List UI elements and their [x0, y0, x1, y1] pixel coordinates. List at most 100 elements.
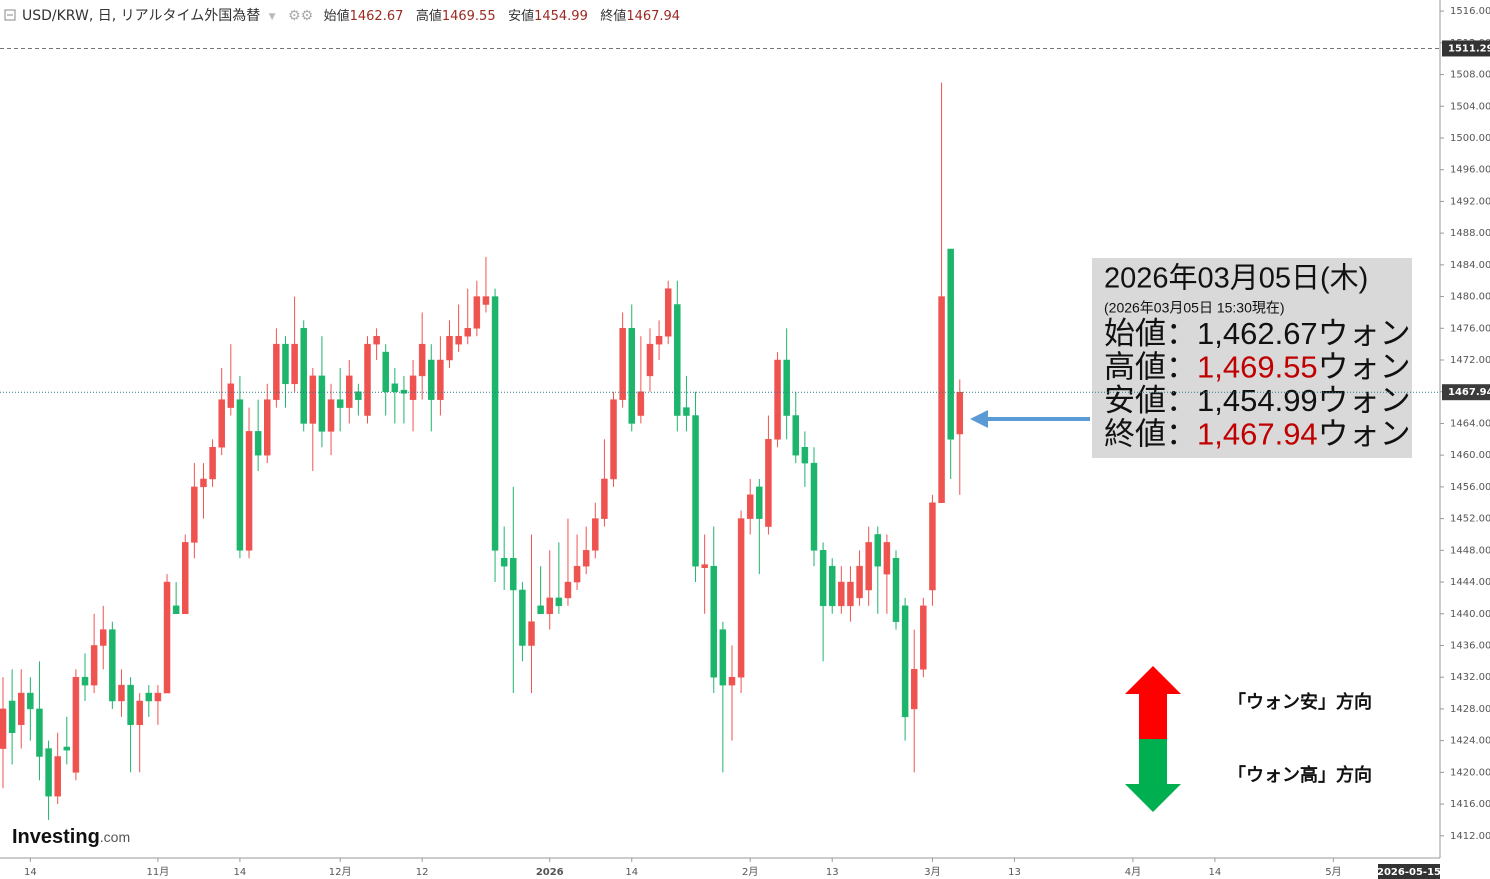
candle-body	[409, 375, 417, 400]
candle-body	[892, 558, 900, 622]
candle-body	[746, 494, 754, 519]
candle-body	[136, 700, 143, 726]
logo: Investing.com	[12, 826, 130, 848]
pointer-arrow-head	[970, 410, 988, 428]
candle-body	[546, 597, 553, 615]
info-row-label: 高値：	[1104, 350, 1197, 385]
ref-label-box	[1442, 40, 1490, 57]
candle-body	[264, 399, 271, 456]
candle-body	[191, 486, 198, 543]
candle-body	[938, 296, 945, 503]
x-tick-label: 2月	[742, 866, 758, 878]
x-tick-label: 14	[1209, 867, 1222, 878]
candle-body	[510, 558, 517, 591]
candle-body	[464, 328, 471, 337]
x-tick-label: 14	[625, 867, 638, 878]
info-box	[1092, 258, 1412, 458]
candle-body	[364, 343, 371, 416]
candle-body	[227, 383, 235, 408]
ohlc-label: 高値	[416, 8, 442, 24]
candle-body	[273, 343, 280, 400]
candle-body	[27, 692, 34, 710]
candle-body	[327, 399, 335, 432]
info-row-value: 1,454.99	[1197, 383, 1318, 418]
candle-body	[728, 676, 736, 686]
candle-body	[455, 335, 462, 345]
candle-body	[437, 359, 444, 400]
y-tick-label: 1464.00	[1450, 418, 1490, 429]
candle-body	[637, 391, 645, 416]
y-tick-label: 1416.00	[1450, 799, 1490, 810]
candle-body	[236, 399, 244, 551]
up-arrow	[1125, 666, 1181, 739]
candle-body	[17, 692, 25, 726]
candle-body	[674, 304, 681, 416]
candle-body	[564, 581, 572, 599]
candle-body	[72, 676, 80, 773]
info-date: 2026年03月05日(木)	[1104, 262, 1368, 295]
info-row-unit: ウォン	[1318, 417, 1411, 452]
candle-body	[382, 351, 389, 392]
candle-body	[619, 328, 626, 400]
dropdown-icon[interactable]: ▼	[269, 12, 276, 22]
candle-body	[182, 542, 189, 615]
info-row-value: 1,467.94	[1197, 417, 1318, 452]
y-tick-label: 1488.00	[1450, 228, 1490, 239]
candle-body	[774, 359, 781, 440]
ohlc-value: 1467.94	[626, 9, 680, 24]
candle-body	[646, 343, 654, 377]
y-tick-label: 1440.00	[1450, 609, 1490, 620]
candle-body	[528, 621, 535, 646]
y-tick-label: 1496.00	[1450, 165, 1490, 176]
candle-body	[847, 581, 854, 607]
candle-body	[473, 296, 481, 329]
candle-body	[956, 391, 964, 435]
x-end-label-box	[1378, 864, 1440, 879]
candle-body	[610, 399, 617, 480]
candle-body	[883, 542, 891, 575]
candle-body	[0, 708, 7, 749]
x-tick-label: 4月	[1125, 866, 1141, 878]
candle-body	[218, 399, 225, 448]
candle-body	[737, 518, 745, 678]
candle-body	[36, 708, 43, 757]
candle-body	[592, 518, 599, 551]
x-tick-label: 3月	[924, 866, 940, 878]
y-tick-label: 1460.00	[1450, 450, 1490, 461]
y-tick-label: 1412.00	[1450, 831, 1490, 842]
candle-body	[756, 486, 763, 519]
info-row-unit: ウォン	[1318, 383, 1411, 418]
candle-body	[655, 335, 663, 345]
y-tick-label: 1504.00	[1450, 101, 1490, 112]
symbol-title: USD/KRW, 日, リアルタイム外国為替	[22, 8, 260, 24]
info-row-unit: ウォン	[1318, 350, 1411, 385]
candle-body	[90, 645, 98, 686]
info-row-unit: ウォン	[1318, 316, 1411, 351]
candle-body	[209, 446, 216, 480]
candle-body	[446, 335, 453, 361]
candle-body	[482, 296, 490, 305]
x-tick-label: 2026	[536, 867, 564, 878]
candle-body	[309, 375, 317, 424]
candle-body	[838, 581, 845, 607]
y-tick-label: 1420.00	[1450, 767, 1490, 778]
candle-body	[8, 700, 16, 733]
candle-body	[346, 375, 353, 408]
logo-suffix: .com	[100, 829, 130, 845]
candle-body	[601, 478, 608, 519]
info-as-of: (2026年03月05日 15:30現在)	[1104, 300, 1285, 316]
candle-body	[254, 431, 262, 456]
candle-body	[792, 415, 800, 456]
candle-body	[127, 684, 134, 726]
collapse-icon[interactable]	[4, 9, 16, 21]
candle-body	[692, 415, 699, 567]
candle-body	[710, 565, 718, 678]
x-tick-label: 14	[24, 867, 37, 878]
candle-body	[491, 296, 499, 551]
candle-body	[683, 407, 690, 416]
y-tick-label: 1492.00	[1450, 196, 1490, 207]
settings-icons[interactable]: ⚙⚙	[288, 8, 313, 24]
candle-body	[920, 605, 927, 670]
y-tick-label: 1432.00	[1450, 672, 1490, 683]
info-row-label: 終値：	[1104, 417, 1197, 452]
